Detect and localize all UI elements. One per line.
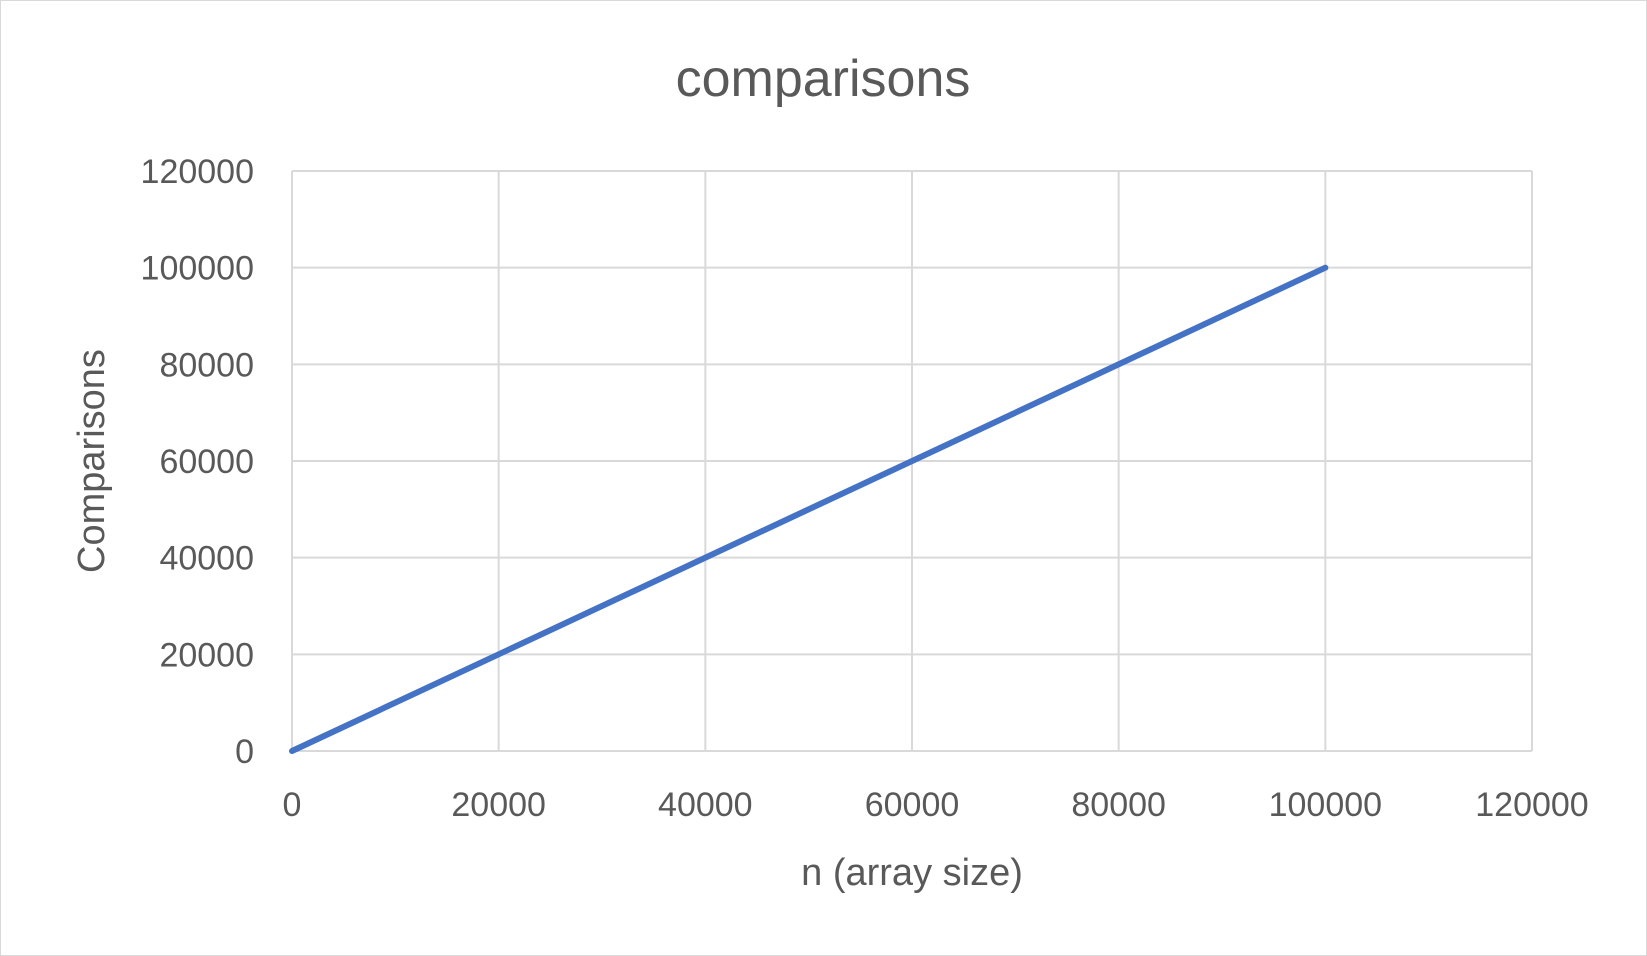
x-tick-label: 20000 [451, 786, 546, 824]
y-tick-label: 40000 [159, 540, 254, 578]
y-tick-label: 0 [235, 733, 254, 771]
x-tick-label: 40000 [658, 786, 753, 824]
x-axis-title: n (array size) [801, 852, 1023, 894]
y-tick-label: 20000 [159, 636, 254, 674]
y-tick-label: 120000 [141, 153, 254, 191]
x-tick-label: 80000 [1071, 786, 1166, 824]
tick-labels: 0 20000 40000 60000 80000 100000 120000 0 20000 4… [141, 153, 1589, 824]
x-tick-label: 60000 [865, 786, 960, 824]
y-tick-label: 80000 [159, 346, 254, 384]
x-tick-label: 100000 [1269, 786, 1382, 824]
series-layer [289, 264, 1329, 754]
y-axis-title: Comparisons [71, 349, 113, 573]
y-tick-label: 60000 [159, 443, 254, 481]
y-tick-label: 100000 [141, 250, 254, 288]
series-line [289, 264, 1329, 754]
chart-title: comparisons [676, 50, 971, 108]
x-tick-label: 0 [283, 786, 302, 824]
x-tick-label: 120000 [1475, 786, 1588, 824]
